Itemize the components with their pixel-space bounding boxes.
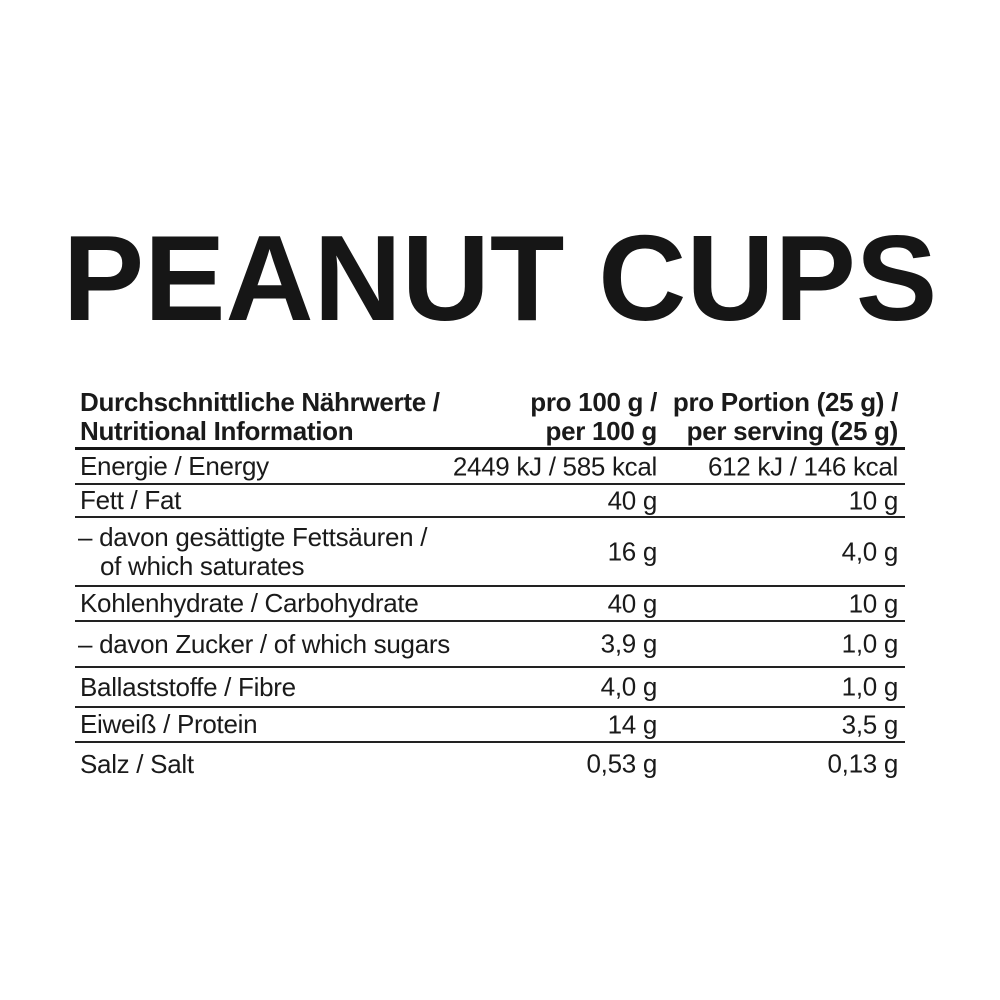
table-row-fat: Fett / Fat 40 g 10 g	[75, 485, 905, 518]
value-per-100g: 40 g	[607, 588, 658, 618]
value-per-100g: 0,53 g	[586, 748, 658, 779]
value-per-100g: 14 g	[607, 709, 658, 739]
header-per-serving-line1: pro Portion (25 g) /	[672, 387, 898, 417]
row-label-line1: – davon gesättigte Fettsäuren /	[78, 521, 428, 552]
row-label: Eiweiß / Protein	[80, 709, 258, 739]
value-per-serving: 1,0 g	[841, 671, 899, 702]
value-per-serving: 0,13 g	[827, 748, 899, 779]
table-row-protein: Eiweiß / Protein 14 g 3,5 g	[75, 708, 905, 743]
table-row-salt: Salz / Salt 0,53 g 0,13 g	[75, 743, 905, 785]
row-label: Fett / Fat	[80, 485, 182, 515]
header-nutrients-line1: Durchschnittliche Nährwerte /	[80, 387, 440, 417]
value-per-serving: 10 g	[848, 485, 899, 515]
row-label: – davon Zucker / of which sugars	[78, 628, 450, 659]
header-per-100g-column: pro 100 g / per 100 g	[530, 388, 657, 446]
row-label: – davon gesättigte Fettsäuren / of which…	[75, 521, 428, 581]
nutrition-table: Durchschnittliche Nährwerte / Nutritiona…	[75, 388, 905, 785]
value-per-100g: 16 g	[607, 536, 658, 566]
product-title: PEANUT CUPS	[62, 210, 938, 346]
value-per-100g: 3,9 g	[600, 628, 658, 659]
header-per-serving-column: pro Portion (25 g) / per serving (25 g)	[673, 388, 898, 446]
value-per-100g: 2449 kJ / 585 kcal	[452, 451, 657, 481]
row-label: Salz / Salt	[80, 748, 194, 779]
table-row-energy: Energie / Energy 2449 kJ / 585 kcal 612 …	[75, 450, 905, 485]
header-nutrients-line2: Nutritional Information	[80, 416, 354, 446]
table-row-carbohydrate: Kohlenhydrate / Carbohydrate 40 g 10 g	[75, 587, 905, 622]
value-per-100g: 4,0 g	[600, 671, 658, 702]
header-per-100g-line1: pro 100 g /	[530, 387, 657, 417]
header-nutrients-column: Durchschnittliche Nährwerte / Nutritiona…	[75, 388, 905, 446]
table-row-fibre: Ballaststoffe / Fibre 4,0 g 1,0 g	[75, 668, 905, 708]
value-per-serving: 3,5 g	[841, 709, 899, 739]
row-label: Energie / Energy	[80, 451, 269, 481]
table-header: Durchschnittliche Nährwerte / Nutritiona…	[75, 388, 905, 450]
value-per-serving: 4,0 g	[841, 536, 899, 566]
value-per-serving: 10 g	[848, 588, 899, 618]
header-per-serving-line2: per serving (25 g)	[686, 416, 899, 446]
row-label: Kohlenhydrate / Carbohydrate	[80, 588, 419, 618]
value-per-serving: 612 kJ / 146 kcal	[707, 451, 898, 481]
value-per-100g: 40 g	[607, 485, 658, 515]
table-row-sugars: – davon Zucker / of which sugars 3,9 g 1…	[75, 622, 905, 668]
table-row-saturates: – davon gesättigte Fettsäuren / of which…	[75, 518, 905, 587]
header-per-100g-line2: per 100 g	[545, 416, 658, 446]
value-per-serving: 1,0 g	[841, 628, 899, 659]
row-label: Ballaststoffe / Fibre	[80, 671, 296, 702]
row-label-line2: of which saturates	[100, 550, 305, 581]
